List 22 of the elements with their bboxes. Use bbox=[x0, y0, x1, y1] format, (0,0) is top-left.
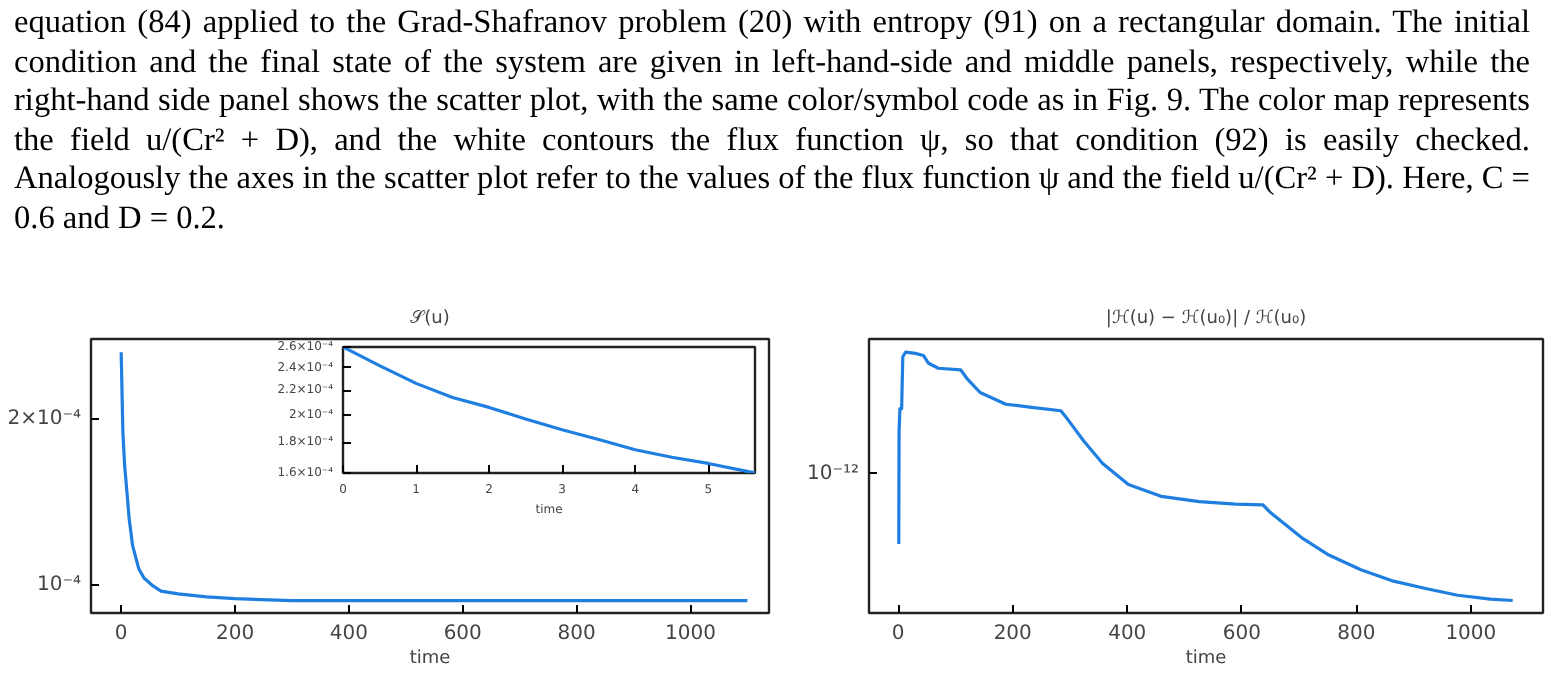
x-tick-label: 1000 bbox=[664, 623, 716, 645]
x-tick-label: 400 bbox=[329, 623, 368, 645]
x-tick-label: 600 bbox=[443, 623, 482, 645]
x-tick-label: 0 bbox=[891, 623, 905, 645]
x-axis-title: time bbox=[1185, 649, 1228, 669]
chart-title: 𝒮(u) bbox=[410, 309, 450, 329]
text: 10⁻¹² bbox=[806, 462, 860, 485]
x-axis-title: time bbox=[409, 649, 452, 669]
line-series bbox=[343, 347, 755, 473]
x-tick-label: 800 bbox=[1337, 623, 1376, 645]
y-tick-label: 10⁻⁴ bbox=[36, 574, 82, 597]
chart-title: |ℋ(u) − ℋ(u₀)| / ℋ(u₀) bbox=[1105, 309, 1307, 329]
x-tick-label: 1000 bbox=[1445, 623, 1497, 645]
text: equation (84) applied to the Grad-Shafranov problem (20) with entropy (91) on a rectangular domain. The initial condition and the final state of the system are given in left-hand-side and middle panels, respectively, while the right-hand side panel shows the scatter plot, with the same color/symbol code as in Fig. 9. The color map represents the field u/(Cr² + D), and the white contours the flux function ψ, so that condition (92) is easily checked. Analogously the axes in the scatter plot refer to the values of the flux function ψ and the field u/(Cr² + D). Here, C = 0.6 and D = 0.2. bbox=[14, 2, 1530, 236]
x-tick-label: 600 bbox=[1222, 623, 1261, 645]
x-tick-label: 400 bbox=[1108, 623, 1147, 645]
x-tick-label: 200 bbox=[215, 623, 255, 645]
x-tick-label: 200 bbox=[993, 623, 1032, 645]
y-tick-label: 2×10⁻⁴ bbox=[7, 407, 82, 430]
x-tick-label: 0 bbox=[114, 623, 128, 645]
line-series bbox=[119, 350, 749, 603]
x-tick-label: 800 bbox=[557, 623, 596, 645]
